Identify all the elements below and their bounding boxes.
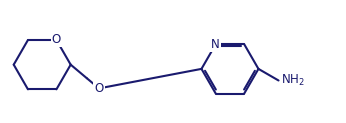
Text: O: O xyxy=(52,33,61,46)
Text: O: O xyxy=(94,82,103,95)
Text: NH$_2$: NH$_2$ xyxy=(281,73,304,88)
Text: N: N xyxy=(211,38,220,51)
